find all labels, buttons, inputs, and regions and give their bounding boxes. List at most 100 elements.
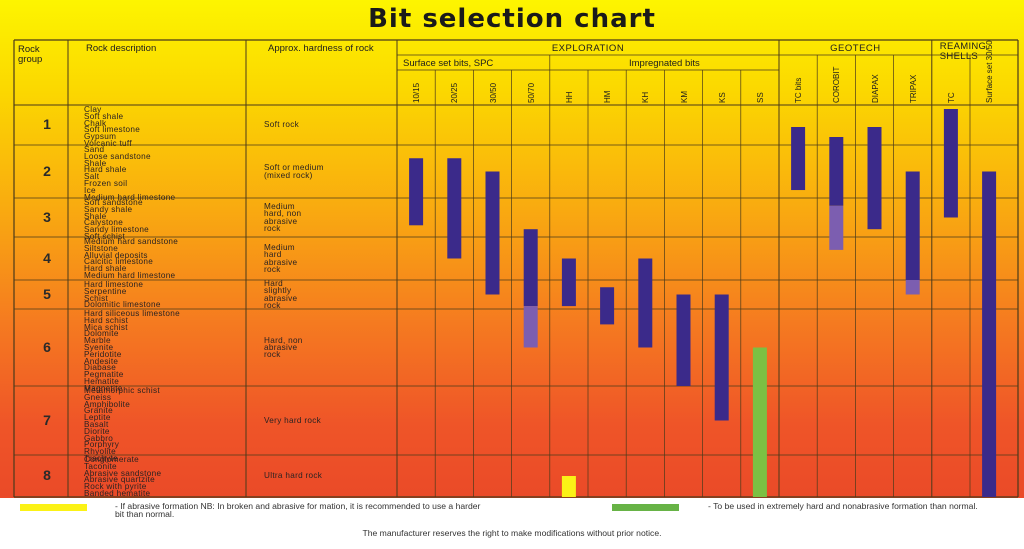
bit-column-label: COROBIT (832, 66, 842, 103)
range-bar-main (561, 258, 576, 307)
rock-name: Syenite (84, 342, 114, 352)
hardness-line: Medium (264, 202, 295, 212)
rock-name: Leptite (84, 413, 111, 423)
rock-name: Medium hard limestone (84, 270, 176, 280)
hardness-line: (mixed rock) (264, 170, 313, 180)
rock-name: Hard shale (84, 165, 127, 175)
hardness-line: rock (264, 300, 281, 310)
rock-group-number: 2 (43, 162, 51, 179)
range-bar-light (905, 280, 920, 295)
rock-description: Soft sandstone Sandy shale Shale Calystone S… (84, 199, 244, 241)
rock-name: Siltstone (84, 243, 119, 253)
rock-name: Sand (84, 145, 105, 154)
rock-name: Amphibolite (84, 399, 131, 409)
rock-name: Magnetite (84, 383, 123, 393)
rock-description: Sand Loose sandstone Shale Hard shale Salt Fr… (84, 145, 244, 202)
rock-name: Gabbro (84, 433, 114, 443)
range-bar-yellow (561, 476, 576, 497)
range-bar-main (409, 158, 424, 226)
rock-name: Dolomitic limestone (84, 300, 161, 310)
range-bar-green (752, 347, 767, 497)
legend-text: - To be used in extremely hard and nonab… (708, 501, 978, 511)
rock-name: Taconite (84, 461, 117, 471)
rock-name: Sandy shale (84, 204, 133, 214)
chart-panel: Bit selection chart Rock group Rock descr… (0, 0, 1024, 498)
range-bar-main (523, 229, 538, 307)
rock-name: Abrasive quartzite (84, 475, 155, 485)
rock-group-number: 4 (43, 249, 51, 266)
rock-group-number: 8 (43, 467, 51, 483)
rock-hardness: Ultra hard rock (264, 472, 394, 480)
range-bar-light (829, 205, 844, 250)
hardness-line: Hard, non (264, 335, 303, 345)
rock-name: Peridotite (84, 349, 122, 359)
rock-name: Hard limestone (84, 280, 144, 289)
bit-column-label: TC (946, 92, 956, 103)
bit-column-label: TRIPAX (908, 74, 918, 103)
rock-name: Medium hard limestone (84, 192, 176, 202)
rock-group-number: 5 (43, 285, 51, 302)
bit-column-label: SS (755, 92, 765, 103)
rock-name: Diorite (84, 426, 110, 436)
rock-name: Alluvial deposits (84, 250, 148, 260)
rock-name: Metamorphic schist (84, 386, 160, 395)
rock-group-number: 1 (43, 116, 51, 132)
hardness-line: rock (264, 223, 281, 233)
rock-name: Abrasive sandstone (84, 468, 162, 478)
hardness-line: Soft rock (264, 120, 300, 130)
rock-hardness: Hard, non abrasive rock (264, 335, 394, 359)
range-bar-main (791, 127, 806, 191)
bit-column-label: HH (564, 91, 574, 103)
bit-column-label: 30/50 (488, 82, 498, 103)
hardness-line: Medium (264, 243, 295, 253)
rock-name: Sandy limestone (84, 225, 150, 235)
header-impregnated: Impregnated bits (629, 58, 700, 69)
rock-name: Calystone (84, 218, 124, 228)
rock-name: Hard schist (84, 315, 129, 325)
rock-group-number: 7 (43, 411, 51, 428)
range-bar-light (523, 306, 538, 348)
legend: - If abrasive formation NB: In broken an… (0, 498, 1024, 549)
bit-column-label: 10/15 (412, 82, 422, 103)
header-exploration: EXPLORATION (551, 43, 625, 54)
range-bar-main (943, 109, 958, 218)
rock-name: Basalt (84, 419, 109, 429)
header-hardness: Approx. hardness of rock (268, 43, 374, 54)
rock-name: Dolomite (84, 329, 119, 339)
rock-group-number: 3 (43, 208, 51, 225)
rock-name: Loose sandstone (84, 151, 151, 161)
rock-name: Granite (84, 406, 113, 416)
rock-name: Banded hematite (84, 488, 151, 498)
rock-name: Serpentine (84, 286, 127, 296)
bit-column-label: 50/70 (526, 82, 536, 103)
hardness-line: hard (264, 250, 282, 260)
rock-hardness: Hard slightly abrasive rock (264, 279, 394, 310)
rock-name: Trachyte (84, 453, 118, 463)
rock-hardness: Medium hard, non abrasive rock (264, 202, 394, 233)
rock-description: Hard limestone Serpentine Schist Dolomitic … (84, 280, 244, 310)
range-bar-main (447, 158, 462, 259)
hardness-line: hard, non (264, 209, 302, 219)
header-reaming: REAMING SHELLS (939, 41, 987, 62)
bit-column-label: KS (717, 92, 727, 103)
rock-name: Chalk (84, 118, 107, 128)
rock-name: Marble (84, 336, 111, 346)
range-bar-main (829, 137, 844, 206)
range-bar-main (638, 258, 653, 348)
rock-name: Volcanic tuff (84, 138, 132, 148)
header-surface-set: Surface set bits, SPC (403, 58, 494, 69)
bit-column-label: TC bits (794, 77, 804, 103)
rock-hardness: Medium hard abrasive rock (264, 243, 394, 274)
rock-name: Shale (84, 158, 107, 168)
header-geotech: GEOTECH (830, 43, 881, 54)
bit-column-label: HM (603, 90, 613, 103)
legend-text: - If abrasive formation NB: In broken an… (115, 501, 481, 520)
hardness-line: abrasive (264, 257, 298, 267)
rock-name: Gypsum (84, 132, 117, 142)
hardness-line: rock (264, 264, 281, 274)
rock-name: Frozen soil (84, 178, 128, 188)
hardness-line: Soft or medium (264, 163, 324, 173)
rock-name: Shale (84, 211, 107, 221)
rock-description: Metamorphic schist Gneiss Amphibolite Grani… (84, 386, 244, 463)
bit-column-label: Surface set 30/50 (985, 40, 995, 103)
